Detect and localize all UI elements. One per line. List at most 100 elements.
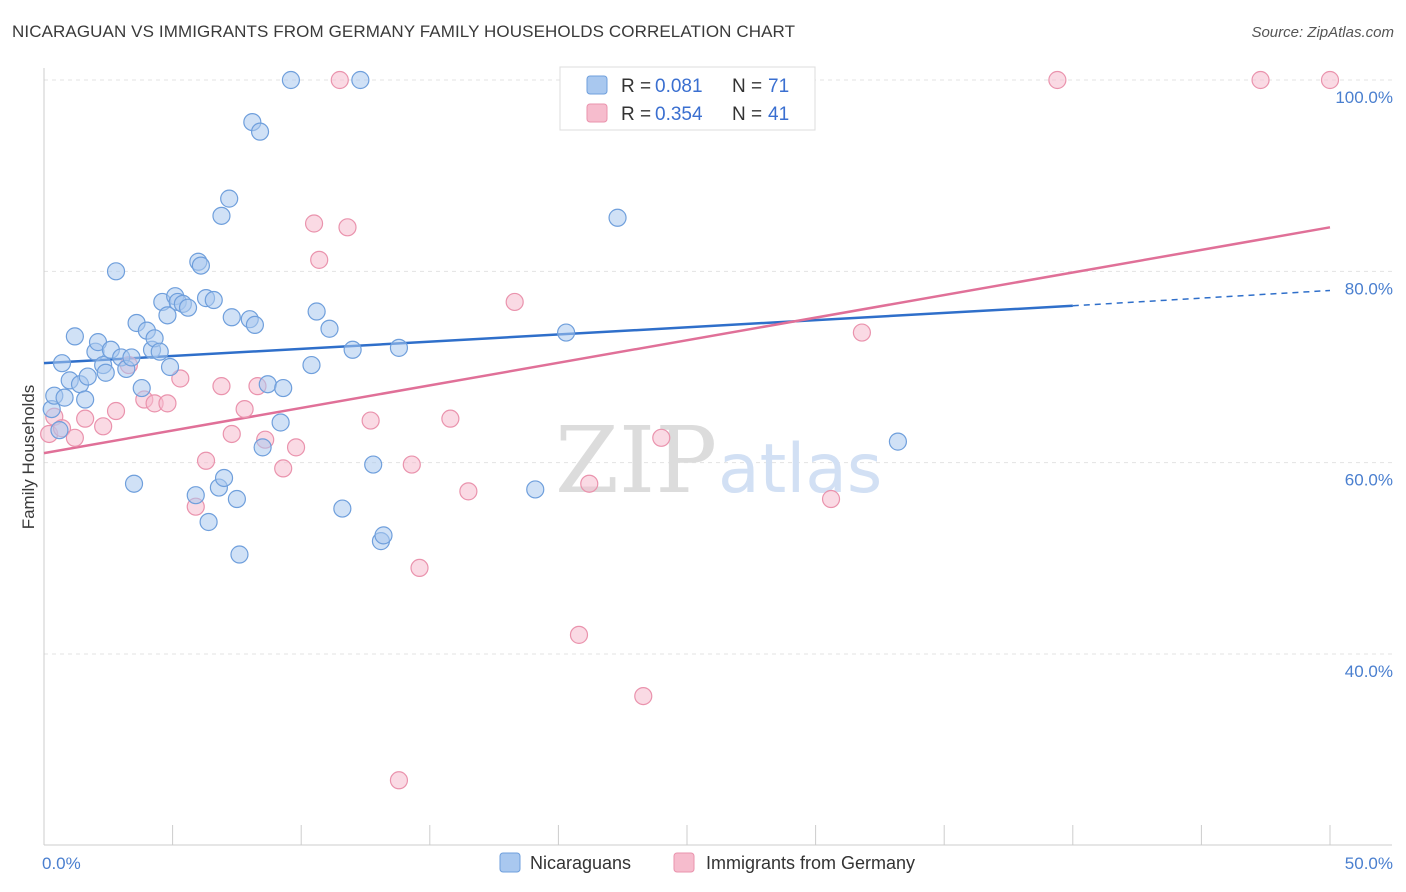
point-germany [274, 459, 293, 478]
legend-swatch-nicaraguans [586, 75, 608, 95]
point-nicaraguans [888, 432, 908, 451]
point-germany [441, 409, 460, 428]
point-germany [330, 70, 349, 90]
legend-n-value-2: 41 [768, 104, 789, 125]
watermark-zip: ZIP [555, 407, 717, 514]
point-germany [171, 369, 190, 388]
y-tick-label: 100.0% [1335, 88, 1393, 107]
grid-lines [44, 79, 1392, 655]
point-nicaraguans [227, 489, 246, 509]
point-germany [222, 424, 241, 444]
point-nicaraguans [132, 378, 151, 398]
x-tick-label: 0.0% [42, 854, 81, 873]
point-germany [1251, 70, 1270, 90]
point-germany [76, 409, 95, 428]
legend-r-value-1: 0.081 [655, 76, 703, 97]
point-nicaraguans [302, 355, 321, 375]
point-germany [410, 558, 429, 578]
point-nicaraguans [220, 189, 239, 208]
watermark-atlas: atlas [718, 430, 882, 509]
y-tick-labels: 40.0% 60.0% 80.0% 100.0% [1335, 88, 1393, 681]
legend-r-value-2: 0.354 [655, 104, 703, 125]
point-nicaraguans [608, 208, 627, 227]
y-tick-label: 60.0% [1345, 471, 1393, 490]
point-nicaraguans [204, 290, 223, 310]
point-nicaraguans [343, 340, 362, 359]
point-germany [580, 474, 599, 493]
point-nicaraguans [307, 302, 326, 321]
legend-n-label-1: N = [732, 76, 762, 97]
point-nicaraguans [230, 545, 249, 564]
point-germany [158, 394, 177, 413]
point-germany [389, 771, 409, 790]
point-nicaraguans [212, 206, 231, 225]
point-nicaraguans [333, 499, 352, 518]
stats-legend: R = 0.081 N = 71 R = 0.354 N = 41 [559, 66, 816, 131]
point-nicaraguans [274, 378, 293, 398]
point-nicaraguans [158, 306, 177, 325]
point-nicaraguans [191, 256, 210, 275]
point-nicaraguans [50, 421, 69, 440]
point-nicaraguans [52, 354, 72, 373]
y-axis-label: Family Households [19, 385, 38, 530]
data-points [40, 70, 1340, 790]
point-germany [634, 686, 653, 706]
point-nicaraguans [78, 367, 97, 386]
point-germany [106, 401, 126, 421]
point-nicaraguans [526, 480, 545, 499]
point-germany [310, 250, 329, 269]
legend-swatch-germany [586, 103, 608, 123]
point-nicaraguans [557, 323, 576, 342]
legend-n-value-1: 71 [768, 76, 789, 97]
point-germany [235, 399, 254, 419]
point-nicaraguans [271, 413, 290, 432]
y-tick-label: 80.0% [1345, 279, 1393, 298]
series-legend-swatch-germany [673, 852, 695, 873]
series-legend-label-nicaraguans: Nicaraguans [530, 853, 631, 873]
point-germany [1320, 70, 1340, 90]
point-nicaraguans [351, 70, 370, 90]
point-germany [212, 377, 231, 396]
chart-title: NICARAGUAN VS IMMIGRANTS FROM GERMANY FA… [12, 22, 796, 41]
point-germany [505, 292, 524, 312]
point-germany [402, 455, 421, 474]
point-nicaraguans [320, 319, 339, 338]
point-nicaraguans [122, 348, 141, 367]
point-nicaraguans [106, 262, 126, 281]
legend-r-label-2: R = [621, 104, 651, 125]
point-nicaraguans [199, 512, 218, 532]
point-nicaraguans [389, 338, 409, 357]
point-nicaraguans [214, 468, 234, 488]
point-germany [94, 417, 113, 436]
point-nicaraguans [55, 388, 74, 407]
series-legend: Nicaraguans Immigrants from Germany [499, 852, 915, 873]
point-germany [65, 428, 84, 447]
axes [43, 68, 1392, 846]
x-tick-labels: 0.0% 50.0% [42, 854, 1393, 873]
point-nicaraguans [76, 390, 95, 409]
x-tick-label: 50.0% [1345, 854, 1393, 873]
series-legend-swatch-nicaraguans [499, 852, 521, 873]
point-germany [459, 482, 478, 501]
point-nicaraguans [258, 375, 277, 394]
legend-r-label-1: R = [621, 76, 651, 97]
point-nicaraguans [178, 298, 198, 317]
point-germany [852, 323, 871, 342]
point-nicaraguans [124, 474, 144, 493]
point-germany [196, 451, 216, 470]
point-germany [338, 218, 357, 237]
point-nicaraguans [160, 357, 180, 377]
point-nicaraguans [96, 363, 115, 382]
trend-line-germany [43, 226, 1331, 455]
series-legend-label-germany: Immigrants from Germany [706, 853, 915, 873]
point-nicaraguans [374, 526, 393, 545]
point-nicaraguans [281, 70, 301, 90]
point-nicaraguans [186, 486, 205, 505]
watermark: ZIP atlas [555, 407, 882, 514]
point-nicaraguans [253, 438, 272, 457]
point-germany [821, 489, 841, 509]
point-nicaraguans [364, 455, 383, 474]
y-tick-label: 40.0% [1345, 662, 1393, 681]
point-nicaraguans [65, 327, 84, 346]
